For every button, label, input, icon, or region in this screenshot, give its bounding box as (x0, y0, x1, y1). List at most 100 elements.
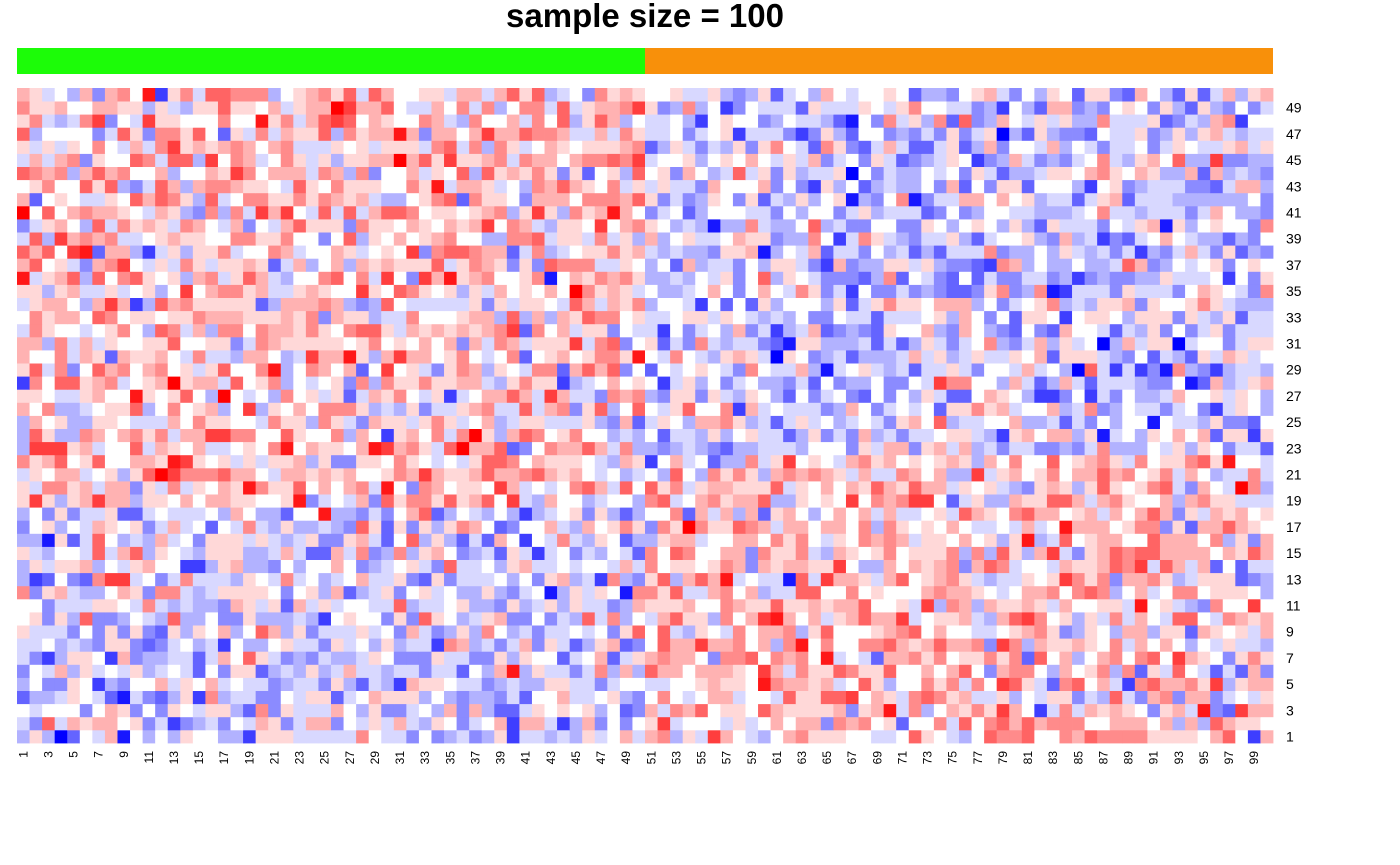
heatmap-cell (1084, 612, 1098, 626)
heatmap-cell (845, 716, 859, 731)
heatmap-cell (418, 336, 432, 351)
heatmap-cell (820, 376, 834, 390)
heatmap-cell (305, 323, 319, 338)
heatmap-cell (682, 703, 696, 718)
heatmap-cell (180, 428, 194, 443)
heatmap-cell (971, 638, 985, 652)
heatmap-cell (569, 651, 583, 665)
heatmap-cell (205, 310, 219, 325)
heatmap-cell (619, 454, 633, 469)
heatmap-cell (406, 389, 420, 403)
heatmap-cell (280, 703, 294, 718)
heatmap-cell (180, 101, 194, 115)
heatmap-cell (104, 520, 118, 534)
heatmap-cell (1185, 415, 1199, 429)
heatmap-cell (67, 310, 81, 325)
heatmap-cell (619, 638, 633, 652)
heatmap-cell (1134, 651, 1148, 665)
heatmap-cell (820, 153, 834, 167)
heatmap-cell (418, 310, 432, 325)
heatmap-cell (217, 598, 231, 613)
heatmap-cell (582, 651, 596, 665)
heatmap-cell (1222, 716, 1236, 731)
heatmap-cell (1185, 729, 1199, 744)
heatmap-cell (17, 716, 30, 731)
heatmap-cell (845, 88, 859, 102)
heatmap-cell (217, 638, 231, 652)
heatmap-cell (758, 415, 771, 429)
heatmap-cell (845, 520, 859, 534)
heatmap-cell (833, 533, 847, 547)
heatmap-cell (29, 638, 43, 652)
heatmap-cell (1260, 638, 1274, 652)
heatmap-cell (921, 323, 935, 338)
heatmap-cell (619, 336, 633, 351)
heatmap-cell (456, 454, 470, 469)
heatmap-cell (745, 612, 759, 626)
heatmap-cell (871, 559, 885, 574)
heatmap-cell (155, 638, 169, 652)
heatmap-cell (1247, 716, 1261, 731)
heatmap-cell (1072, 520, 1085, 534)
heatmap-cell (368, 363, 382, 377)
heatmap-cell (569, 454, 583, 469)
heatmap-cell (305, 114, 319, 128)
heatmap-cell (695, 402, 709, 416)
heatmap-cell (883, 232, 897, 246)
heatmap-cell (205, 205, 219, 220)
heatmap-cell (1134, 350, 1148, 364)
heatmap-cell (732, 166, 746, 181)
heatmap-cell (431, 271, 445, 285)
heatmap-cell (192, 454, 206, 469)
heatmap-cell (180, 219, 194, 233)
heatmap-cell (406, 559, 420, 574)
heatmap-cell (833, 140, 847, 154)
heatmap-cell (280, 467, 294, 482)
heatmap-cell (456, 310, 470, 325)
heatmap-cell (557, 232, 571, 246)
heatmap-cell (1197, 638, 1211, 652)
heatmap-cell (1222, 376, 1236, 390)
heatmap-cell (996, 336, 1010, 351)
heatmap-cell (1084, 520, 1098, 534)
heatmap-cell (720, 88, 734, 102)
heatmap-cell (933, 612, 947, 626)
heatmap-cell (594, 323, 608, 338)
heatmap-cell (594, 88, 608, 102)
heatmap-cell (1260, 140, 1274, 154)
heatmap-cell (155, 376, 169, 390)
heatmap-cell (1247, 651, 1261, 665)
heatmap-cell (557, 467, 571, 482)
heatmap-cell (1235, 441, 1249, 456)
heatmap-cell (42, 546, 56, 560)
heatmap-cell (255, 494, 269, 508)
heatmap-cell (167, 350, 181, 364)
heatmap-cell (833, 310, 847, 325)
heatmap-cell (67, 166, 81, 181)
heatmap-cell (883, 389, 897, 403)
heatmap-cell (494, 101, 508, 115)
heatmap-cell (1147, 336, 1161, 351)
heatmap-cell (896, 245, 910, 259)
heatmap-cell (896, 127, 910, 141)
heatmap-cell (331, 638, 344, 652)
heatmap-cell (1172, 140, 1186, 154)
heatmap-cell (1172, 402, 1186, 416)
heatmap-cell (142, 219, 156, 233)
heatmap-cell (506, 140, 520, 154)
heatmap-cell (632, 284, 646, 298)
heatmap-cell (130, 494, 143, 508)
heatmap-cell (758, 690, 771, 705)
heatmap-cell (104, 507, 118, 521)
heatmap-cell (1072, 638, 1085, 652)
heatmap-cell (393, 205, 407, 220)
heatmap-cell (845, 428, 859, 443)
heatmap-cell (1122, 232, 1136, 246)
heatmap-cell (444, 245, 457, 259)
heatmap-cell (1122, 271, 1136, 285)
heatmap-cell (707, 258, 721, 272)
heatmap-cell (167, 690, 181, 705)
heatmap-cell (1072, 651, 1085, 665)
heatmap-cell (255, 638, 269, 652)
heatmap-cell (1235, 572, 1249, 587)
